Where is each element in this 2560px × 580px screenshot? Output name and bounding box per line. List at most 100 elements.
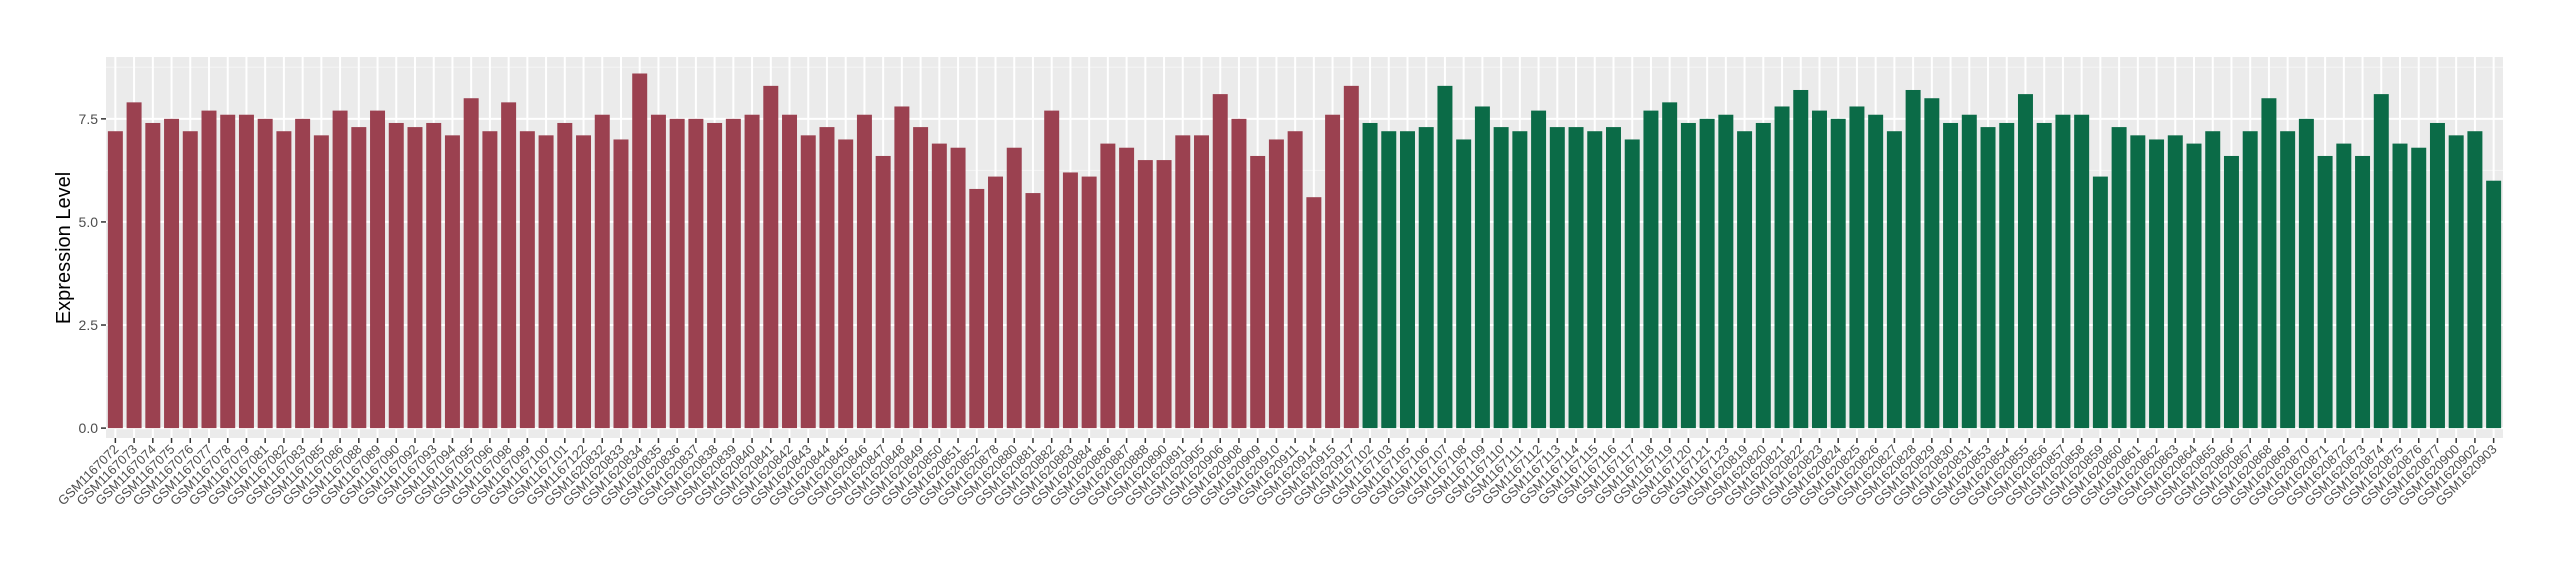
bar: [2242, 131, 2258, 429]
bar: [2280, 131, 2296, 429]
bar: [1194, 135, 1209, 429]
bar: [2074, 114, 2090, 429]
bar: [782, 114, 798, 429]
bar: [1568, 127, 1584, 429]
bar: [707, 122, 723, 429]
bar: [2336, 143, 2352, 429]
bar: [1474, 106, 1490, 429]
y-tick-label: 0.0: [79, 420, 99, 436]
bar: [725, 118, 741, 429]
bar: [613, 139, 629, 429]
bar: [800, 135, 816, 429]
bar: [950, 147, 966, 429]
bar: [1006, 147, 1022, 429]
bar: [1868, 114, 1884, 429]
bar: [164, 118, 180, 429]
bar: [1830, 118, 1846, 429]
bar: [1343, 85, 1359, 429]
bar: [1924, 98, 1940, 429]
bar: [594, 114, 610, 429]
bar: [632, 73, 648, 429]
bar: [1961, 114, 1977, 429]
bar: [2448, 135, 2464, 429]
bar: [1549, 127, 1565, 429]
bar: [650, 114, 666, 429]
bar: [407, 127, 423, 429]
bar: [1231, 118, 1247, 429]
bar: [238, 114, 254, 429]
bar: [2486, 180, 2502, 429]
bar: [257, 118, 273, 429]
bar: [969, 188, 985, 429]
bar: [1212, 94, 1228, 429]
bar: [276, 131, 292, 429]
bar: [838, 139, 854, 429]
bar: [2092, 176, 2108, 429]
bar: [913, 127, 929, 429]
bar: [126, 102, 142, 429]
bar: [1718, 114, 1734, 429]
bar: [201, 110, 217, 429]
bar: [1137, 160, 1153, 429]
bar: [763, 85, 779, 429]
bar: [1905, 89, 1921, 429]
bar: [1493, 127, 1509, 429]
bar: [1699, 118, 1715, 429]
bar: [220, 114, 236, 429]
bar: [1325, 114, 1341, 429]
y-tick-label: 7.5: [79, 111, 99, 127]
bar: [1793, 89, 1809, 429]
bar: [145, 122, 161, 429]
bar: [313, 135, 329, 429]
bar: [856, 114, 872, 429]
bar: [2055, 114, 2071, 429]
bar: [1306, 197, 1322, 429]
bar: [1156, 160, 1172, 429]
bar: [1268, 139, 1284, 429]
bar: [388, 122, 404, 429]
bar: [182, 131, 198, 429]
bar: [1662, 102, 1678, 429]
bar: [426, 122, 442, 429]
bar: [2317, 155, 2333, 429]
bar: [2186, 143, 2202, 429]
bar: [2355, 155, 2371, 429]
bar: [1456, 139, 1472, 429]
bar: [744, 114, 760, 429]
bar: [519, 131, 535, 429]
bar: [2167, 135, 2183, 429]
bar: [2111, 127, 2127, 429]
bar: [988, 176, 1004, 429]
bar: [2467, 131, 2483, 429]
bar: [1587, 131, 1603, 429]
bar: [1680, 122, 1696, 429]
bar: [2373, 94, 2389, 429]
bar: [576, 135, 592, 429]
bar: [1025, 193, 1041, 429]
bar: [931, 143, 947, 429]
bar: [894, 106, 910, 429]
y-tick-label: 5.0: [79, 214, 99, 230]
bar: [444, 135, 460, 429]
bar: [107, 131, 123, 429]
bar: [1437, 85, 1453, 429]
bar: [2149, 139, 2165, 429]
bar: [2261, 98, 2277, 429]
bar: [2036, 122, 2052, 429]
bar: [482, 131, 498, 429]
bar: [2223, 155, 2239, 429]
bar: [1100, 143, 1116, 429]
bar: [2130, 135, 2146, 429]
bar: [1512, 131, 1528, 429]
bar: [1886, 131, 1902, 429]
bar: [1755, 122, 1771, 429]
bar: [1624, 139, 1640, 429]
bar: [295, 118, 311, 429]
bar: [819, 127, 835, 429]
bar: [1381, 131, 1397, 429]
bar: [1119, 147, 1135, 429]
bar: [2205, 131, 2221, 429]
bar: [1943, 122, 1959, 429]
bar: [1605, 127, 1621, 429]
